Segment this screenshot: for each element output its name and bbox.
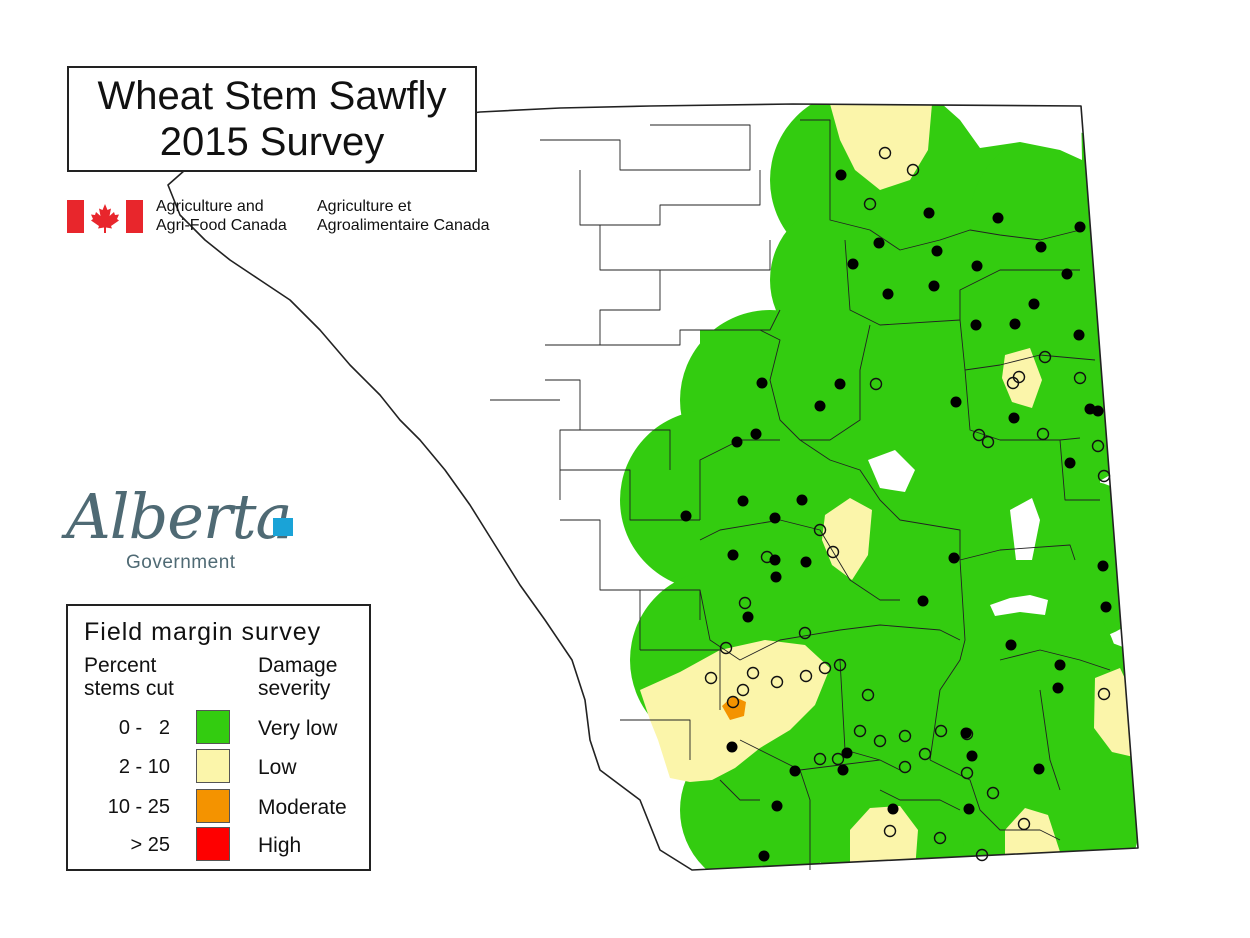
alberta-accent-square-icon [273, 518, 293, 536]
legend-header-percent: Percent stems cut [84, 654, 174, 700]
county-lines [490, 119, 1111, 870]
alberta-government-logo: Alberta Government [66, 482, 306, 574]
legend-label: Moderate [258, 796, 347, 819]
legend-range: 0 - 2 [118, 717, 170, 739]
aafc-name-english: Agriculture and Agri-Food Canada [156, 197, 287, 235]
legend-header-severity-line-2: severity [258, 677, 331, 700]
legend-row-high: > 25 High [68, 827, 368, 863]
legend-label: Low [258, 756, 297, 779]
legend-label: High [258, 834, 302, 857]
aafc-name-french: Agriculture et Agroalimentaire Canada [317, 197, 490, 235]
unsurveyed-holes [868, 104, 1082, 616]
legend-swatch-low [196, 749, 230, 783]
legend-row-moderate: 10 - 25 Moderate [68, 789, 368, 825]
legend-label: Very low [258, 717, 338, 740]
legend-row-very-low: 0 - 2 Very low [68, 710, 368, 746]
legend-title: Field margin survey [84, 618, 322, 646]
legend-range: 2 - 10 [118, 756, 170, 778]
alberta-government-label: Government [126, 552, 236, 573]
legend-header-severity: Damage severity [258, 654, 337, 700]
title-line-1: Wheat Stem Sawfly [97, 74, 447, 118]
aafc-signature: Agriculture and Agri-Food Canada Agricul… [67, 192, 547, 242]
aafc-en-line-2: Agri-Food Canada [156, 217, 287, 234]
boundaries [167, 103, 1139, 871]
aafc-fr-line-2: Agroalimentaire Canada [317, 217, 490, 234]
legend-range: > 25 [130, 834, 170, 856]
legend-header-percent-line-1: Percent [84, 654, 157, 677]
legend-swatch-high [196, 827, 230, 861]
aafc-fr-line-1: Agriculture et [317, 198, 412, 215]
map-legend: Field margin survey Percent stems cut Da… [66, 604, 371, 871]
aafc-en-line-1: Agriculture and [156, 198, 264, 215]
legend-header-severity-line-1: Damage [258, 654, 338, 677]
sample-sites-very-low [680, 169, 1112, 862]
legend-range: 10 - 25 [107, 796, 170, 818]
alberta-wordmark: Alberta [66, 480, 292, 553]
canada-flag-icon [67, 200, 143, 233]
legend-row-low: 2 - 10 Low [68, 749, 368, 785]
legend-swatch-moderate [196, 789, 230, 823]
title-line-2: 2015 Survey [159, 120, 385, 164]
legend-header-percent-line-2: stems cut [84, 677, 174, 700]
legend-swatch-very-low [196, 710, 230, 744]
map-title: Wheat Stem Sawfly 2015 Survey [67, 66, 477, 172]
sample-sites-low [704, 146, 1111, 862]
